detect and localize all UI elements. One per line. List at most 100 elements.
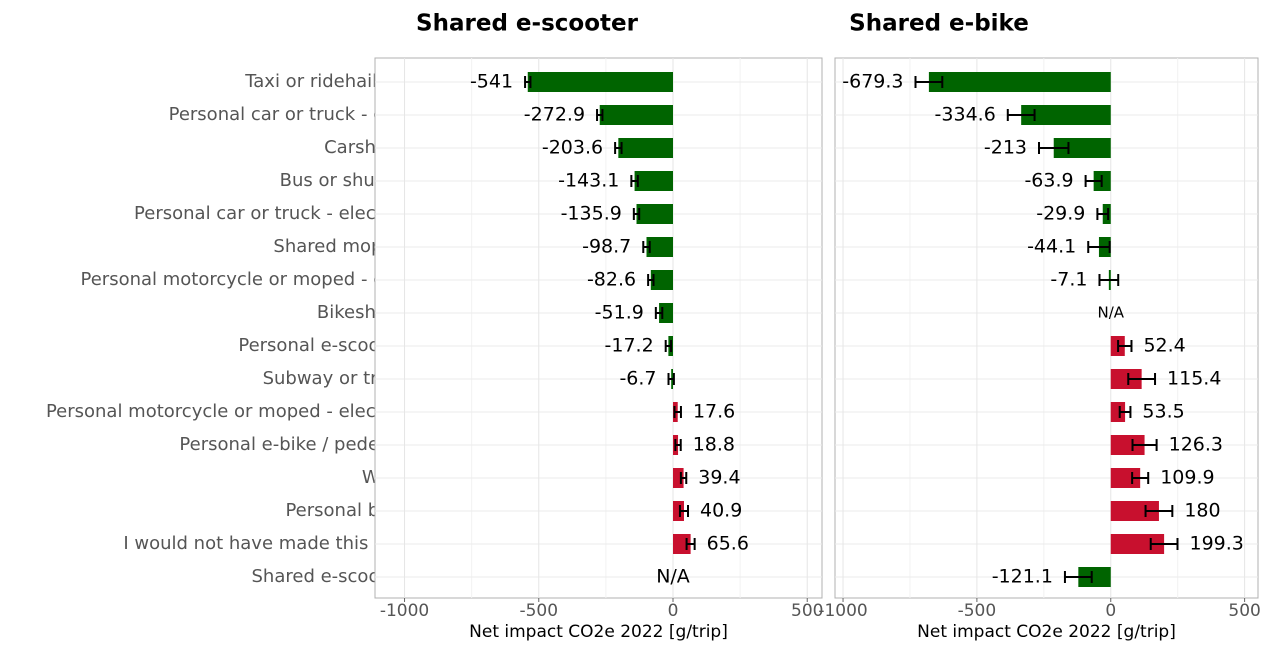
bar: [650, 270, 673, 290]
error-bar: [1144, 505, 1174, 517]
value-label: -334.6: [935, 104, 996, 126]
value-label: -121.1: [992, 566, 1053, 588]
value-label: -272.9: [524, 104, 585, 126]
error-bar: [678, 505, 690, 517]
value-label: 40.9: [700, 500, 742, 522]
error-bar: [1006, 109, 1036, 121]
bar: [646, 237, 673, 257]
x-tick-label: -500: [519, 601, 558, 621]
error-bar: [654, 307, 664, 319]
x-axis-label: Net impact CO2e 2022 [g/trip]: [917, 622, 1176, 642]
error-bar: [1038, 142, 1070, 154]
y-tick-label: Subway or train: [263, 368, 405, 389]
bar: [1078, 567, 1111, 587]
value-label: N/A: [1097, 304, 1124, 322]
bar: [928, 72, 1111, 92]
bar: [634, 171, 673, 191]
x-tick-label: -500: [958, 601, 997, 621]
bar: [1110, 435, 1145, 455]
error-bar: [673, 406, 682, 418]
value-label: -541: [470, 71, 513, 93]
x-tick-label: 0: [1105, 601, 1116, 621]
error-bar: [1131, 472, 1150, 484]
x-tick-label: -1000: [380, 601, 429, 621]
error-bar: [679, 472, 688, 484]
error-bar: [1149, 538, 1179, 550]
y-tick-label: Personal motorcycle or moped - gas: [81, 269, 405, 290]
y-tick-label: Personal motorcycle or moped - electric: [46, 401, 405, 422]
value-label: -213: [984, 137, 1027, 159]
bar: [673, 468, 684, 488]
error-bar: [1063, 571, 1093, 583]
value-label: 53.5: [1142, 401, 1184, 423]
error-bar: [664, 340, 673, 352]
value-label: -98.7: [582, 236, 631, 258]
x-tick-label: 0: [668, 601, 679, 621]
bar: [527, 72, 673, 92]
value-label: -679.3: [842, 71, 903, 93]
bar: [1110, 369, 1142, 389]
bar: [673, 501, 684, 521]
error-bar: [1118, 406, 1132, 418]
x-tick-label: 500: [1228, 601, 1260, 621]
bar: [1110, 402, 1126, 422]
y-tick-label: Shared moped: [273, 236, 405, 257]
value-label: -143.1: [558, 170, 619, 192]
value-label: -63.9: [1024, 170, 1073, 192]
value-label: 180: [1184, 500, 1220, 522]
error-bar: [614, 142, 623, 154]
y-tick-label: Personal car or truck - gas: [169, 104, 405, 125]
error-bar: [647, 274, 655, 286]
error-bar: [1087, 241, 1111, 253]
value-label: -6.7: [619, 368, 656, 390]
value-label: 65.6: [707, 533, 749, 555]
error-bar: [630, 175, 639, 187]
error-bar: [1127, 373, 1157, 385]
value-label: -82.6: [587, 269, 636, 291]
y-tick-label: Personal car or truck - electric: [134, 203, 405, 224]
error-bar: [1131, 439, 1158, 451]
x-tick-label: -1000: [818, 601, 867, 621]
y-tick-label: Shared e-scooter: [252, 566, 406, 587]
value-label: N/A: [656, 566, 690, 588]
y-tick-label: I would not have made this trip: [123, 533, 405, 554]
value-label: -44.1: [1027, 236, 1076, 258]
error-bar: [596, 109, 604, 121]
value-label: 17.6: [693, 401, 735, 423]
chart-title: Shared e-bike: [849, 11, 1029, 37]
value-label: -7.1: [1050, 269, 1087, 291]
error-bar: [1084, 175, 1103, 187]
value-label: 115.4: [1167, 368, 1221, 390]
y-tick-label: Personal e-bike / pedelec: [179, 434, 405, 455]
error-bar: [667, 373, 675, 385]
value-label: -135.9: [561, 203, 622, 225]
y-tick-label: Taxi or ridehailing: [244, 71, 405, 92]
y-tick-label: Bus or shuttle: [280, 170, 405, 191]
bar: [1021, 105, 1111, 125]
x-axis-label: Net impact CO2e 2022 [g/trip]: [469, 622, 728, 642]
value-label: 199.3: [1189, 533, 1243, 555]
y-tick-label: Personal e-scooter: [238, 335, 405, 356]
error-bar: [674, 439, 682, 451]
bar: [618, 138, 673, 158]
value-label: -51.9: [595, 302, 644, 324]
value-label: 109.9: [1160, 467, 1214, 489]
x-tick-label: 500: [791, 601, 823, 621]
value-label: -29.9: [1036, 203, 1085, 225]
value-label: -17.2: [605, 335, 654, 357]
value-label: 18.8: [693, 434, 735, 456]
error-bar: [914, 76, 944, 88]
value-label: -203.6: [542, 137, 603, 159]
bar: [636, 204, 673, 224]
bar: [599, 105, 673, 125]
error-bar: [642, 241, 651, 253]
chart-title: Shared e-scooter: [416, 11, 639, 37]
error-bar: [1096, 208, 1110, 220]
error-bar: [685, 538, 696, 550]
bar: [1110, 501, 1159, 521]
error-bar: [1117, 340, 1133, 352]
error-bar: [1098, 274, 1120, 286]
value-label: 126.3: [1169, 434, 1223, 456]
value-label: 52.4: [1143, 335, 1185, 357]
